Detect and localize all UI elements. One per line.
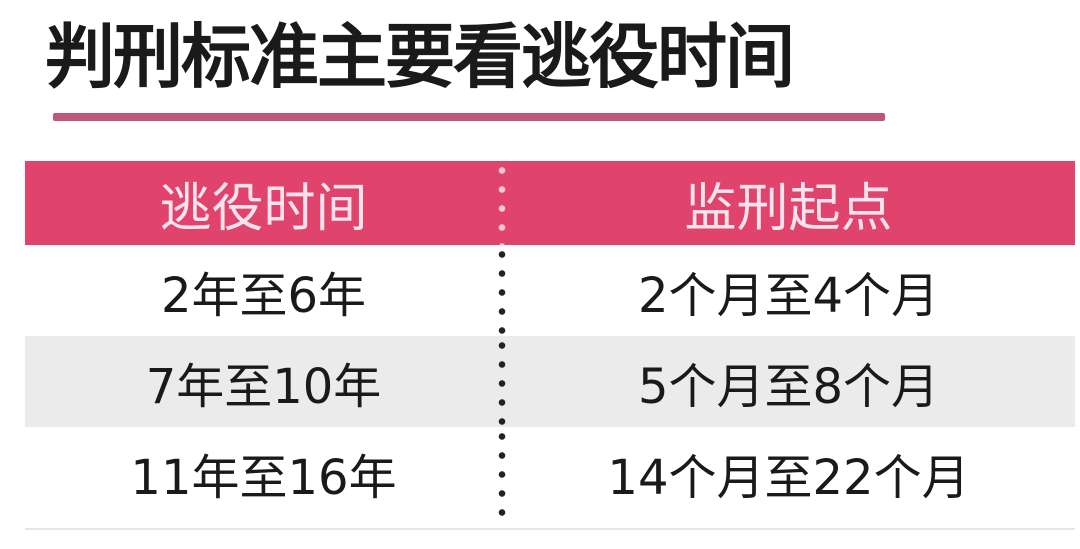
evasion-time-cell: 7年至10年 [145,358,382,415]
table-row: 2年至6年 2个月至4个月 [25,245,1075,336]
sentence-start-cell: 5个月至8个月 [637,358,940,415]
evasion-time-cell: 11年至16年 [130,449,397,506]
table-bottom-border [25,528,1075,530]
column-divider [497,245,507,336]
sentencing-table: 逃役时间 监刑起点 2年至6年 2个月至4个月 7年至10年 5个月至8个月 1… [25,161,1075,518]
table-row: 11年至16年 14个月至22个月 [25,427,1075,518]
table-header-row: 逃役时间 监刑起点 [25,161,1075,245]
sentence-start-cell: 14个月至22个月 [607,449,970,506]
column-divider [497,427,507,518]
header-sentence-start: 监刑起点 [684,178,893,239]
header-evasion-time: 逃役时间 [159,178,368,239]
column-divider [497,336,507,427]
table-row: 7年至10年 5个月至8个月 [25,336,1075,427]
evasion-time-cell: 2年至6年 [160,267,367,324]
title-underline [53,113,885,121]
sentence-start-cell: 2个月至4个月 [637,267,940,324]
page-title: 判刑标准主要看逃役时间 [45,16,795,98]
column-divider [497,161,507,245]
